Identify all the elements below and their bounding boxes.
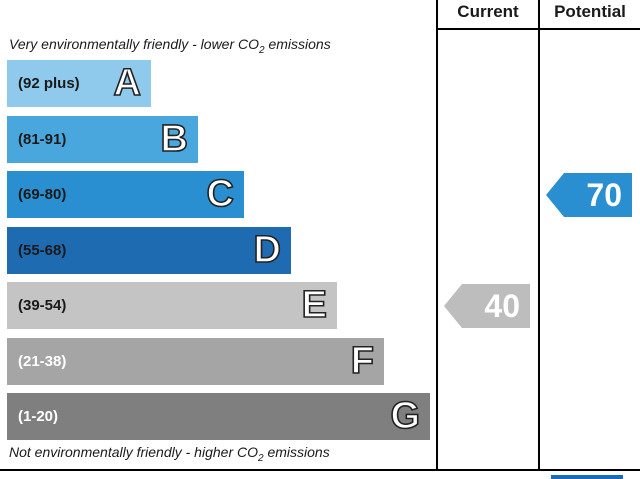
band-f: (21-38) F [7,338,384,385]
band-letter: A [113,61,142,105]
band-g: (1-20) G [7,393,430,440]
band-e: (39-54) E [7,282,337,329]
header-underline [436,28,640,30]
band-c: (69-80) C [7,171,244,218]
band-range-label: (92 plus) [18,75,80,92]
band-range-label: (69-80) [18,186,67,203]
band-b: (81-91) B [7,116,198,163]
divider-right [538,0,540,470]
band-range-label: (55-68) [18,242,67,259]
potential-rating-arrow: 70 [546,173,632,217]
band-letter: G [390,394,421,438]
top-note: Very environmentally friendly - lower CO… [9,36,331,56]
bottom-accent-bar [551,475,623,479]
band-d: (55-68) D [7,227,291,274]
band-range-label: (39-54) [18,297,67,314]
band-range-label: (1-20) [18,408,59,425]
potential-rating-value: 70 [586,177,622,213]
current-rating-arrow: 40 [444,284,530,328]
divider-left [436,0,438,470]
bottom-note: Not environmentally friendly - higher CO… [9,444,330,464]
current-column-header: Current [457,2,519,21]
band-letter: D [253,228,282,272]
band-letter: C [206,172,235,216]
band-a: (92 plus) A [7,60,151,107]
band-letter: E [301,283,328,327]
band-range-label: (81-91) [18,131,67,148]
band-letter: B [160,117,189,161]
band-range-label: (21-38) [18,353,67,370]
chart-bottom-border [0,469,640,471]
current-rating-value: 40 [484,288,520,324]
potential-column-header: Potential [554,2,626,21]
band-letter: F [350,339,375,383]
